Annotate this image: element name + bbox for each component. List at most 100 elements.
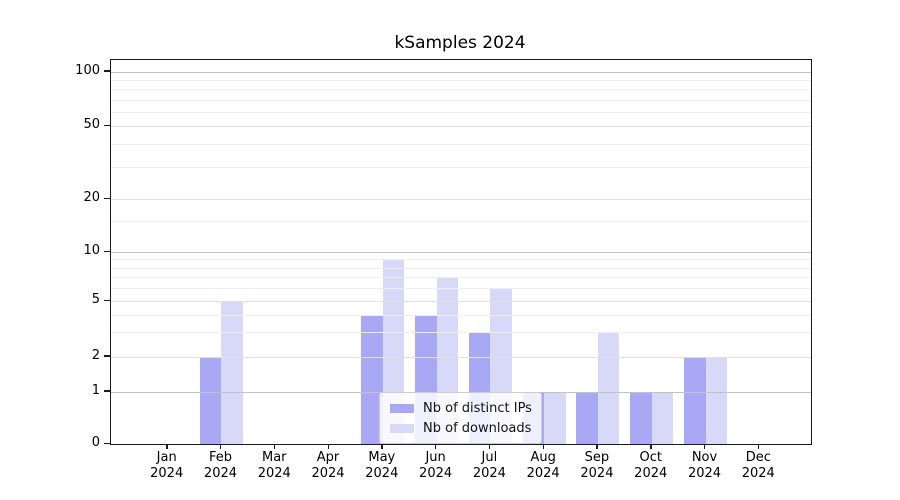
gridline-y-7 — [111, 277, 811, 279]
x-tick-label-jul: Jul 2024 — [459, 450, 519, 482]
month-year: 2024 — [419, 466, 453, 481]
x-tick-jun — [435, 444, 437, 449]
month-year: 2024 — [526, 466, 560, 481]
y-tick-label-10: 10 — [83, 243, 100, 258]
x-tick-label-aug: Aug 2024 — [513, 450, 573, 482]
x-tick-apr — [327, 444, 329, 449]
legend-entry-downloads: Nb of downloads — [386, 418, 534, 438]
bar-downloads-aug — [544, 391, 566, 444]
x-tick-label-dec: Dec 2024 — [728, 450, 788, 482]
gridline-y-15 — [111, 221, 811, 223]
y-tick-label-20: 20 — [83, 190, 100, 206]
month-year: 2024 — [365, 466, 399, 481]
gridline-y-6 — [111, 288, 811, 290]
x-tick-sep — [596, 444, 598, 449]
x-tick-may — [381, 444, 383, 449]
gridline-y-10 — [111, 252, 811, 253]
bar-distinct-ips-sep — [576, 391, 598, 444]
x-tick-aug — [542, 444, 545, 449]
y-tick-label-1: 1 — [91, 382, 100, 398]
month-name: Nov — [691, 450, 718, 465]
gridline-y-50 — [111, 126, 811, 128]
month-name: Dec — [745, 450, 771, 465]
x-tick-oct — [650, 444, 652, 449]
y-tick-label-50: 50 — [83, 117, 100, 133]
gridline-y-2 — [111, 356, 811, 358]
y-tick-10 — [104, 250, 110, 252]
y-tick-1 — [104, 390, 110, 392]
x-tick-label-oct: Oct 2024 — [621, 450, 681, 482]
gridline-y-30 — [111, 166, 811, 168]
x-tick-label-sep: Sep 2024 — [567, 450, 627, 482]
x-tick-jan — [166, 444, 168, 449]
y-tick-label-0: 0 — [91, 435, 100, 451]
gridline-y-3 — [111, 332, 811, 334]
bar-distinct-ips-feb — [199, 356, 222, 444]
bar-downloads-feb — [221, 301, 243, 444]
month-name: Mar — [261, 450, 287, 465]
bar-downloads-sep — [597, 332, 620, 444]
gridline-y-40 — [111, 144, 811, 146]
x-tick-mar — [273, 444, 276, 449]
x-tick-label-jan: Jan 2024 — [137, 450, 197, 482]
month-name: Oct — [639, 450, 662, 465]
month-name: May — [368, 450, 396, 465]
y-tick-2 — [104, 355, 110, 357]
month-year: 2024 — [311, 466, 345, 481]
y-tick-0 — [104, 442, 110, 445]
gridline-y-8 — [111, 267, 811, 269]
x-tick-label-feb: Feb 2024 — [190, 450, 250, 482]
gridline-y-100 — [111, 71, 811, 73]
x-tick-label-mar: Mar 2024 — [244, 450, 304, 482]
bar-distinct-ips-oct — [630, 391, 652, 444]
gridline-y-70 — [111, 99, 811, 101]
legend-label: Nb of distinct IPs — [423, 400, 532, 416]
chart-title: kSamples 2024 — [394, 33, 526, 53]
month-name: Apr — [316, 450, 340, 465]
x-tick-dec — [757, 444, 760, 449]
gridline-y-9 — [111, 259, 811, 261]
month-year: 2024 — [580, 466, 614, 481]
month-year: 2024 — [150, 466, 184, 481]
bar-distinct-ips-nov — [684, 356, 706, 444]
y-tick-50 — [104, 124, 110, 127]
month-year: 2024 — [687, 466, 722, 481]
month-name: Jan — [156, 450, 177, 465]
gridline-y-5 — [111, 301, 811, 303]
y-tick-label-2: 2 — [91, 347, 100, 363]
y-tick-5 — [104, 299, 110, 302]
x-tick-label-may: May 2024 — [352, 450, 412, 482]
y-tick-100 — [104, 70, 110, 72]
y-tick-label-100: 100 — [75, 62, 100, 78]
bar-downloads-nov — [705, 356, 727, 444]
month-year: 2024 — [741, 466, 775, 481]
bar-downloads-oct — [651, 391, 674, 444]
gridline-y-20 — [111, 199, 811, 201]
x-tick-label-apr: Apr 2024 — [298, 450, 358, 482]
y-tick-label-5: 5 — [91, 292, 100, 308]
month-name: Jun — [425, 450, 446, 465]
month-year: 2024 — [472, 466, 506, 481]
legend-swatch-icon — [390, 423, 414, 433]
x-tick-label-jun: Jun 2024 — [406, 450, 466, 482]
month-year: 2024 — [634, 466, 668, 481]
gridline-y-60 — [111, 111, 811, 113]
x-tick-nov — [704, 444, 706, 449]
legend-label: Nb of downloads — [423, 420, 532, 436]
gridline-y-4 — [111, 314, 811, 316]
month-year: 2024 — [257, 466, 291, 481]
gridline-y-90 — [111, 79, 811, 81]
month-name: Jul — [481, 450, 498, 465]
month-name: Sep — [584, 450, 610, 465]
x-tick-jul — [488, 444, 491, 449]
y-tick-20 — [104, 197, 110, 200]
legend-entry-distinct-ips: Nb of distinct IPs — [386, 398, 534, 418]
plot-area — [110, 59, 812, 445]
gridline-y-80 — [111, 89, 811, 91]
month-year: 2024 — [203, 466, 238, 481]
month-name: Feb — [208, 450, 232, 465]
month-name: Aug — [530, 450, 556, 465]
legend: Nb of distinct IPs Nb of downloads — [379, 392, 542, 444]
bar-distinct-ips-may — [361, 314, 383, 444]
